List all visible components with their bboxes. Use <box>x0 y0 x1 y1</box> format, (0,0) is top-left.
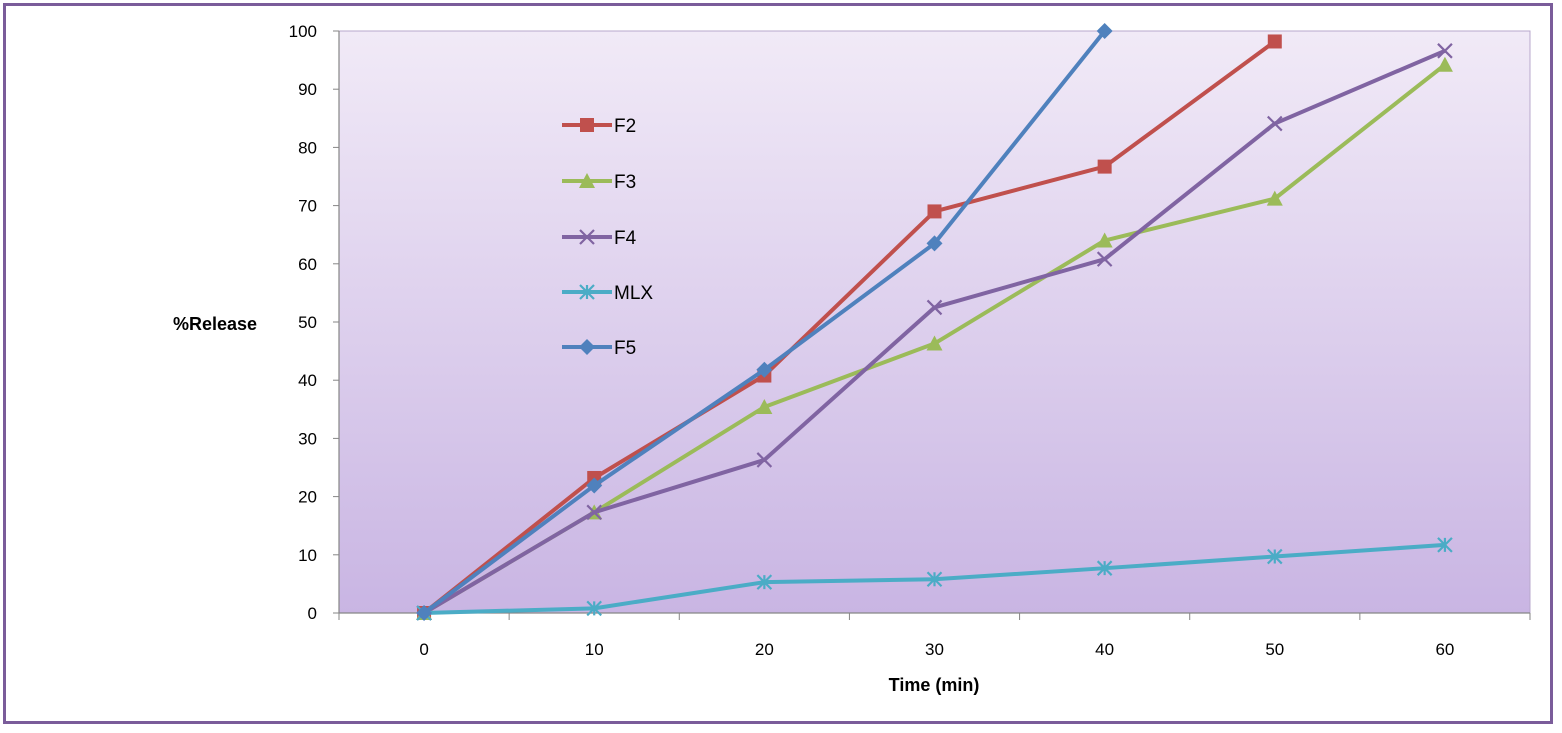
data-point-f2 <box>1097 159 1112 174</box>
x-tick-label: 40 <box>1095 640 1114 659</box>
data-point-f2 <box>927 204 942 219</box>
y-tick-label: 90 <box>298 80 317 99</box>
plot-area <box>338 30 1531 614</box>
y-tick-label: 10 <box>298 546 317 565</box>
x-axis-title: Time (min) <box>889 675 980 695</box>
data-point-f5 <box>416 605 433 621</box>
y-axis-title: %Release <box>173 314 257 334</box>
data-point-f3 <box>1096 232 1113 248</box>
data-point-f4 <box>1096 251 1113 267</box>
data-point-f5 <box>756 361 773 378</box>
data-point-mlx <box>926 571 943 588</box>
x-tick-label: 10 <box>585 640 604 659</box>
data-point-f4 <box>756 452 773 468</box>
data-point-f2 <box>1267 34 1282 49</box>
y-tick-label: 20 <box>298 488 317 507</box>
series-line-f2 <box>422 39 1276 615</box>
legend-label-mlx: MLX <box>614 283 653 304</box>
data-point-mlx <box>1267 548 1283 565</box>
y-tick-label: 40 <box>298 371 317 390</box>
data-point-f4 <box>1437 43 1453 59</box>
legend-label-f5: F5 <box>614 338 636 359</box>
data-point-f4 <box>1267 115 1283 132</box>
legend-marker-f3 <box>579 173 595 188</box>
data-point-f5 <box>926 235 943 252</box>
legend-label-f4: F4 <box>614 228 637 249</box>
y-tick-label: 60 <box>298 255 317 274</box>
legend-marker-f4 <box>579 229 595 245</box>
data-point-f3 <box>756 398 773 414</box>
legend-marker-mlx <box>579 284 595 300</box>
data-point-f4 <box>926 299 943 316</box>
legend-label-f3: F3 <box>614 172 636 193</box>
data-point-f4 <box>586 504 602 521</box>
data-point-f3 <box>1436 56 1453 72</box>
data-point-f5 <box>586 477 603 494</box>
data-point-f3 <box>926 335 943 351</box>
y-tick-label: 100 <box>289 22 317 41</box>
x-tick-label: 0 <box>419 640 428 659</box>
data-point-mlx <box>756 574 773 590</box>
y-tick-label: 50 <box>298 313 317 332</box>
x-tick-label: 60 <box>1435 640 1454 659</box>
data-point-mlx <box>1437 537 1453 553</box>
data-point-mlx <box>1096 560 1113 576</box>
x-tick-label: 20 <box>755 640 774 659</box>
legend-marker-f5 <box>579 339 595 355</box>
x-tick-label: 50 <box>1265 640 1284 659</box>
x-tick-label: 30 <box>925 640 944 659</box>
data-point-f5 <box>1096 23 1113 39</box>
y-tick-label: 80 <box>298 138 317 157</box>
y-tick-label: 30 <box>298 429 317 448</box>
legend-label-f2: F2 <box>614 116 636 137</box>
y-tick-label: 70 <box>298 197 317 216</box>
y-tick-label: 0 <box>308 604 317 623</box>
legend-marker-f2 <box>580 118 594 132</box>
data-point-mlx <box>586 600 602 617</box>
data-point-f3 <box>1266 190 1283 206</box>
